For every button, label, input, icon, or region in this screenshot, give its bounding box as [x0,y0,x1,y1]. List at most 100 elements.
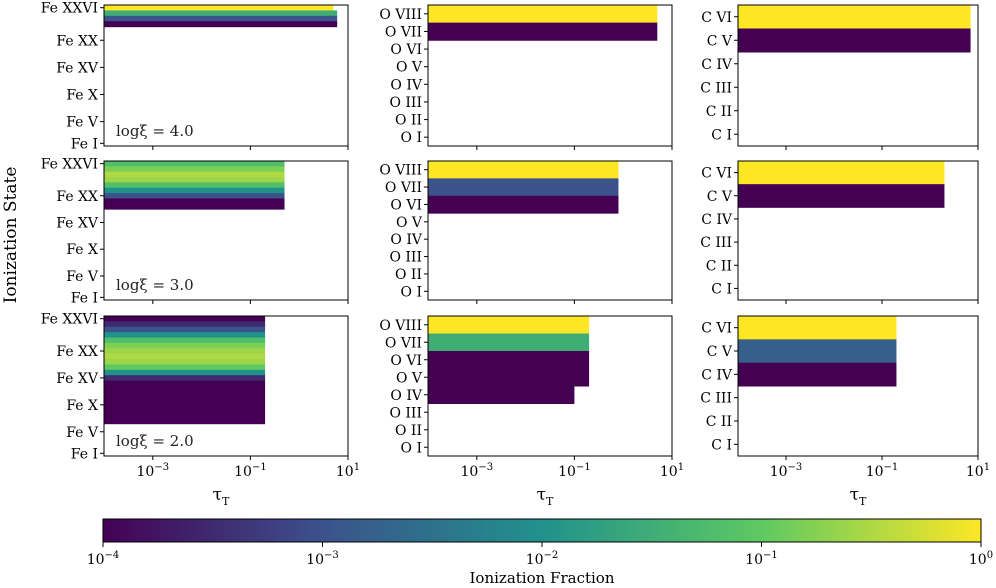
y-tick-label: O VIII [379,7,422,23]
y-tick-label: C II [706,414,732,430]
x-tick-label: 10−1 [234,462,267,480]
heatmap-band [104,15,338,22]
heatmap-band [428,368,590,387]
heatmap-band [104,182,285,189]
heatmap-band [104,187,285,194]
heatmap-band [104,321,266,328]
y-tick-label: O VI [390,42,422,58]
heatmap-band [104,203,285,210]
colorbar-ticks: 10−4 10−3 10−2 10−1 100 [87,542,993,568]
heatmap-band [104,171,285,178]
panel-frame [103,315,349,457]
x-tick-label: 10−1 [558,462,591,480]
y-tick-label: Fe XX [56,344,98,360]
y-tick-label: O V [396,60,423,76]
heatmap-band [428,5,658,24]
heatmap-band [428,333,590,352]
y-tick-label: C IV [701,367,733,383]
heatmap-band [104,359,266,365]
y-tick-label: Fe I [71,136,98,152]
x-tick-label: 101 [660,462,684,480]
heatmap-band [104,353,266,360]
y-tick-label: C IV [701,212,733,228]
x-tick-label: 10−3 [137,462,170,480]
panel-frame [737,160,979,301]
y-tick-label: Fe I [71,446,98,462]
heatmap-band [428,316,590,334]
y-tick-label: C V [707,344,733,360]
y-tick-label: Fe XV [56,371,99,387]
panels-layer: Fe XXVI Fe XX Fe XV Fe X Fe V Fe I logξ = 4.0 O… [41,1,990,480]
panel-background [104,5,348,146]
logxi-annotation: logξ = 4.0 [116,122,194,140]
heatmap-band [738,362,897,387]
heatmap-band [104,407,266,414]
y-tick-label: Fe I [71,290,98,306]
y-tick-label: Fe V [66,425,99,441]
y-tick-label: O I [401,284,422,300]
y-tick-label: Fe XXVI [41,312,98,328]
y-tick-label: Fe X [66,87,98,103]
y-tick-label: O II [395,113,422,129]
colorbar-tick-label: 10−1 [745,550,778,568]
y-tick-label: O I [401,130,422,146]
panel-fe-row3: Fe XXVI Fe XX Fe XV Fe X Fe V Fe I 10−3 10−1 101… [41,312,360,480]
heatmap-band [104,193,285,199]
logxi-annotation: logξ = 2.0 [116,432,194,450]
y-tick-label: Fe X [66,398,98,414]
colorbar-tick-label: 100 [969,550,993,568]
y-tick-label: C V [707,189,733,205]
heatmap-band [104,177,285,183]
y-tick-label: O VIII [379,163,422,179]
y-tick-label: C I [711,437,732,453]
heatmap-band [738,339,897,364]
y-tick-label: C VI [701,166,732,182]
heatmap-band [104,332,266,339]
y-tick-label: O V [396,370,423,386]
y-tick-label: Fe V [66,115,99,131]
heatmap-band [738,28,971,53]
heatmap-band [104,348,266,355]
x-axis-title-col2: τT [537,485,554,508]
y-tick-label: Fe XV [56,215,99,231]
panel-c-row3: C VI C V C IV C III C II C I 10−3 10−1 101 [700,315,990,480]
panel-frame [103,4,349,147]
colorbar-title: Ionization Fraction [470,569,615,587]
y-tick-label: Fe V [66,269,99,285]
y-tick-label: O III [389,405,422,421]
x-tick-label: 10−1 [866,462,899,480]
x-tick-label: 101 [336,462,360,480]
panel-frame [427,4,673,147]
panel-frame [427,315,673,457]
panel-frame [737,315,979,457]
heatmap-band [104,375,266,382]
heatmap-band [104,10,338,17]
heatmap-band [104,316,266,322]
x-axis-title-col3: τT [850,485,867,508]
y-tick-label: O IV [390,388,422,404]
heatmap-band [104,412,266,419]
y-tick-label: O VII [385,180,422,196]
x-axis-title-col1: τT [213,485,230,508]
heatmap-band [104,386,266,392]
panel-c-row1: C VI C V C IV C III C II C I [700,4,979,150]
y-axis-title: Ionization State [1,167,21,304]
y-tick-label: C III [700,235,732,251]
heatmap-band [428,161,619,179]
heatmap-band [104,380,266,387]
heatmap-band [104,364,266,371]
heatmap-band [104,5,334,11]
logxi-annotation: logξ = 3.0 [116,276,194,294]
heatmap-band [738,161,945,185]
heatmap-band [104,396,266,403]
panel-frame [427,160,673,301]
y-tick-label: C I [711,127,732,143]
x-tick-label: 10−3 [770,462,803,480]
y-tick-label: O II [395,267,422,283]
y-tick-label: O V [396,215,423,231]
x-tick-label: 101 [966,462,990,480]
heatmap-band [104,391,266,398]
heatmap-band [104,326,266,333]
